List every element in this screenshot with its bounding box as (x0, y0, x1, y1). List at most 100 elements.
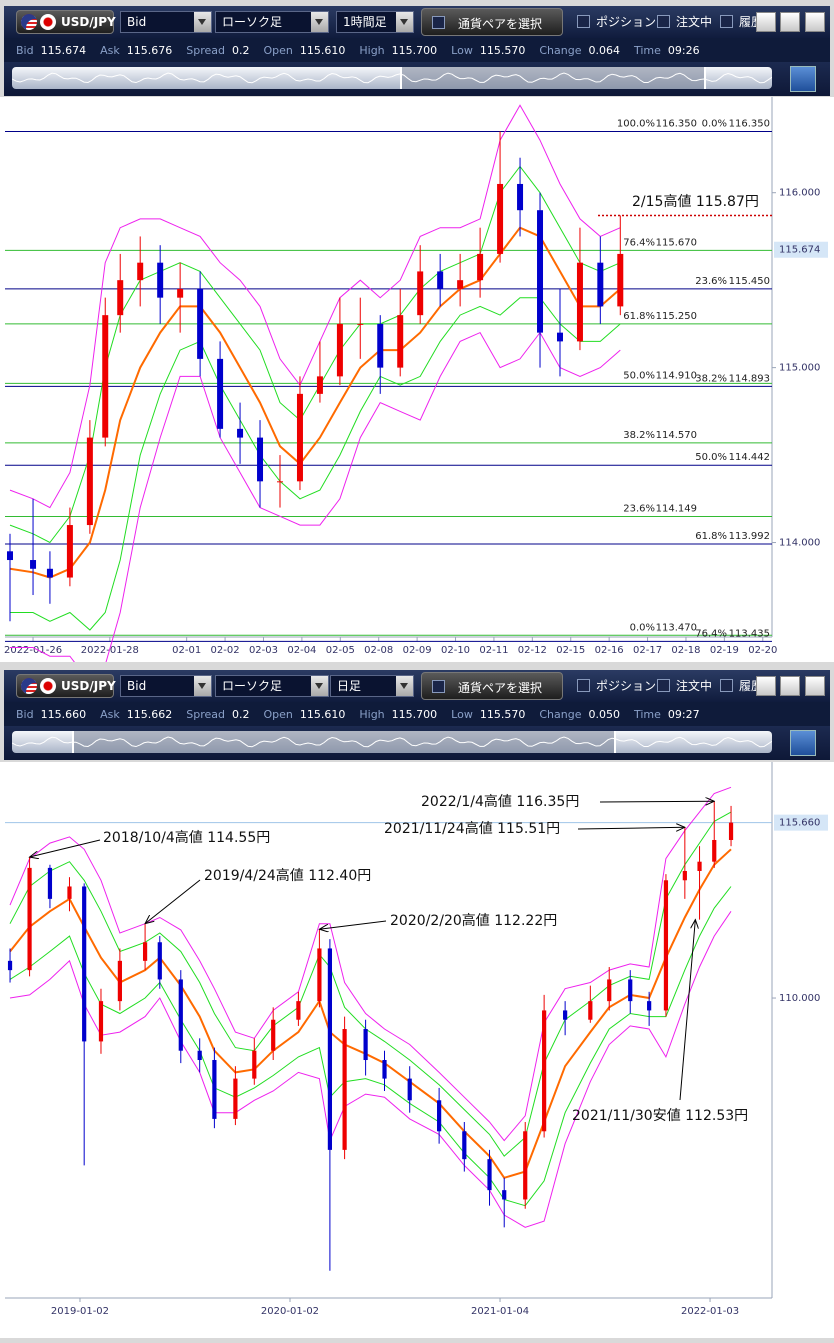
tool-icon[interactable] (780, 676, 800, 696)
candle-body (607, 979, 612, 1002)
candle-body (117, 960, 122, 1002)
navigator-button[interactable] (790, 66, 816, 92)
indicator-line (10, 297, 621, 631)
fib-pct: 0.0% (702, 118, 727, 129)
candle-body (197, 1050, 202, 1061)
candle-body (137, 262, 144, 281)
fib-pct: 23.6% (623, 503, 655, 514)
navigator (4, 726, 830, 760)
candle-body (523, 1131, 528, 1200)
quote-value: 115.570 (479, 43, 526, 57)
price-type-select[interactable]: Bid (120, 675, 212, 697)
checkbox[interactable] (577, 679, 590, 692)
navigator-sparkline (12, 72, 772, 84)
chart-type-select[interactable]: ローソク足 (215, 11, 329, 33)
flag-us (21, 14, 37, 30)
fib-value: 115.250 (656, 311, 697, 322)
pair-select-button[interactable]: 通貨ペアを選択 (421, 672, 563, 700)
last-price-label: 115.674 (779, 245, 820, 256)
checkbox (432, 16, 445, 29)
last-price-box (774, 241, 828, 258)
candle-body (377, 323, 384, 368)
candle-body (556, 332, 563, 342)
checkbox[interactable] (657, 679, 670, 692)
x-tick-label: 02-16 (595, 645, 624, 656)
navigator-button[interactable] (790, 730, 816, 756)
timeframe-select[interactable]: 1時間足 (336, 11, 414, 33)
candle-body (437, 1100, 442, 1132)
candle-body (271, 1019, 276, 1051)
quote-label: Open (263, 43, 293, 57)
checkbox[interactable] (657, 15, 670, 28)
candle-body (217, 358, 224, 429)
last-price-box (774, 814, 828, 831)
candle-body (462, 1131, 467, 1160)
y-tick-label: 116.000 (779, 188, 820, 199)
timeframe-select[interactable]: 日足 (330, 675, 414, 697)
annotation-text: 2/15高値 115.87円 (632, 193, 759, 210)
candle-body (417, 271, 424, 316)
fib-value: 116.350 (656, 118, 697, 129)
annotation-text: 2020/2/20高値 112.22円 (390, 912, 557, 929)
candle-body (66, 525, 73, 578)
indicator-line (9, 886, 732, 1207)
quote-label: Time (633, 707, 661, 721)
flag-us (21, 678, 37, 694)
x-tick-label: 02-02 (211, 645, 240, 656)
candle-body (212, 1060, 217, 1119)
dropdown-arrow (311, 676, 328, 696)
chart-daily: 110.000 2019-01-02 2020-01-02 2021-01-04 202… (0, 762, 834, 1338)
x-tick-label: 02-11 (479, 645, 508, 656)
candle-body (296, 393, 303, 482)
candle-body (397, 315, 404, 368)
quote-label: Low (451, 43, 473, 57)
navigator-sparkline (12, 736, 772, 748)
candle-body (6, 551, 13, 561)
checkbox[interactable] (577, 15, 590, 28)
tool-icon[interactable] (780, 12, 800, 32)
candle-body (30, 560, 37, 569)
checkbox[interactable] (720, 15, 733, 28)
indicator-line (9, 911, 732, 1228)
fib-pct: 23.6% (695, 276, 727, 287)
dropdown-arrow (396, 12, 413, 32)
fib-pct: 76.4% (623, 237, 655, 248)
pair-button[interactable]: USD/JPY (16, 10, 116, 34)
dropdown-arrow (194, 676, 211, 696)
tool-icon[interactable] (805, 12, 825, 32)
candle-body (617, 253, 624, 307)
pair-label: USD/JPY (61, 15, 116, 29)
y-tick-label: 114.000 (779, 538, 820, 549)
indicator-line (9, 104, 621, 509)
price-type-label: Bid (127, 15, 147, 29)
candle-body (576, 262, 583, 342)
fib-pct: 38.2% (695, 373, 727, 384)
x-tick-label: 02-20 (748, 645, 777, 656)
candle-body (46, 568, 53, 578)
candle-body (697, 861, 702, 871)
candle-body (177, 288, 184, 298)
last-price-label: 115.660 (779, 818, 820, 829)
quote-label: Ask (100, 707, 120, 721)
candle-body (437, 271, 444, 289)
candle-body (357, 323, 364, 325)
pair-button[interactable]: USD/JPY (16, 674, 116, 698)
pair-select-button[interactable]: 通貨ペアを選択 (421, 8, 563, 36)
x-tick-label: 02-04 (287, 645, 316, 656)
quote-value: 0.064 (588, 43, 620, 57)
navigator-window (400, 67, 706, 89)
annotation-text: 2018/10/4高値 114.55円 (103, 829, 270, 846)
fib-value: 115.670 (656, 237, 697, 248)
price-type-select[interactable]: Bid (120, 11, 212, 33)
navigator (4, 62, 830, 96)
indicator-line (9, 165, 621, 544)
checkbox[interactable] (720, 679, 733, 692)
candle-body (102, 315, 109, 438)
quote-label: High (359, 707, 385, 721)
tool-icon[interactable] (805, 676, 825, 696)
chart-type-select[interactable]: ローソク足 (215, 675, 329, 697)
candle-body (502, 1190, 507, 1200)
quote-info: Bid 115.660 Ask 115.662 Spread 0.2 Open 115.610… (4, 702, 830, 726)
tool-icon[interactable] (756, 12, 776, 32)
tool-icon[interactable] (756, 676, 776, 696)
